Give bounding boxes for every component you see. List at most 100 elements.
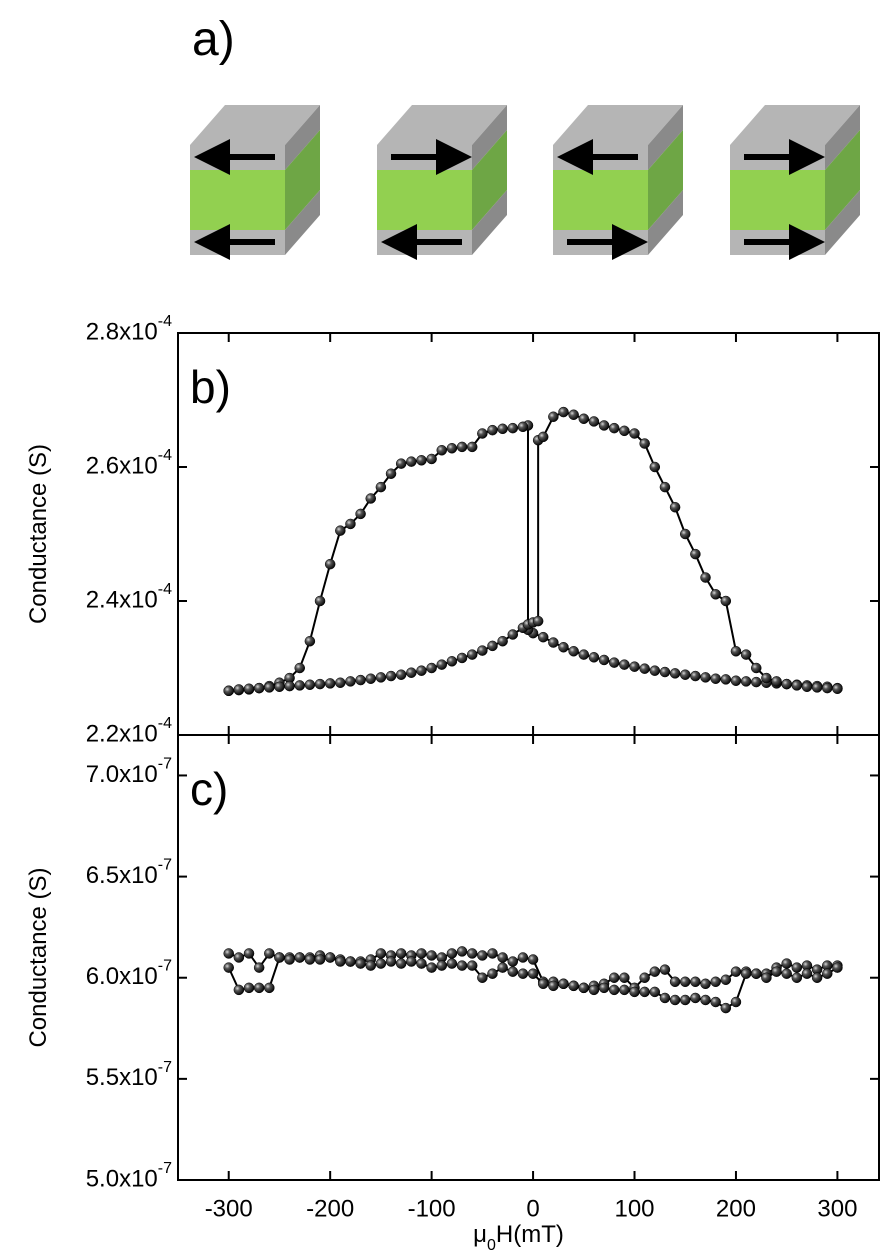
x-tick-label: -100 — [408, 1195, 456, 1222]
data-point — [446, 656, 458, 667]
data-point — [466, 649, 478, 660]
data-point — [608, 657, 620, 668]
data-point — [294, 680, 305, 691]
data-point — [801, 681, 813, 693]
data-point — [669, 668, 681, 679]
data-point — [517, 968, 529, 979]
data-point — [832, 962, 843, 973]
data-point — [679, 528, 691, 540]
data-point — [710, 673, 721, 684]
spin-valve-diagram — [190, 105, 860, 260]
data-point — [466, 441, 478, 453]
data-point — [385, 468, 397, 479]
data-point — [578, 413, 590, 425]
data-point — [477, 428, 488, 439]
data-point — [284, 680, 295, 692]
block-side — [472, 190, 507, 255]
data-point — [507, 422, 519, 434]
data-point — [700, 978, 711, 990]
data-point — [243, 948, 255, 959]
data-point — [740, 649, 752, 660]
data-point — [436, 445, 448, 456]
data-point — [568, 980, 579, 992]
data-point — [608, 984, 620, 996]
block-front — [377, 170, 472, 230]
data-point — [487, 424, 498, 436]
data-point — [750, 662, 762, 674]
data-point — [629, 428, 640, 439]
data-point — [690, 976, 701, 988]
data-point — [720, 674, 732, 685]
data-point — [395, 669, 407, 680]
data-point — [314, 678, 326, 690]
data-point — [456, 441, 468, 453]
data-point — [730, 996, 742, 1008]
data-point — [649, 966, 661, 977]
data-point — [233, 984, 245, 996]
block-side — [472, 130, 507, 230]
data-point — [385, 670, 397, 682]
data-point — [822, 682, 833, 694]
data-point — [324, 952, 336, 963]
data-point — [355, 508, 366, 520]
y-tick-label: 6.5x10-7 — [86, 857, 172, 889]
data-point — [771, 676, 782, 687]
data-point — [294, 952, 305, 963]
data-point — [629, 986, 640, 998]
data-point — [355, 958, 366, 969]
data-point — [619, 659, 630, 670]
block-side — [648, 105, 683, 170]
data-point — [466, 960, 478, 971]
data-point — [700, 994, 711, 1006]
data-point — [477, 972, 488, 983]
data-point — [649, 986, 661, 998]
data-point — [345, 956, 356, 967]
data-point — [345, 518, 356, 530]
data-point — [639, 663, 650, 674]
data-point — [527, 954, 539, 965]
data-point — [365, 673, 376, 684]
data-point — [740, 968, 752, 979]
y-tick-label: 7.0x10-7 — [86, 756, 172, 788]
data-point — [619, 425, 630, 437]
data-point — [750, 676, 762, 688]
data-point — [365, 960, 376, 971]
data-point — [274, 681, 285, 693]
data-point — [264, 982, 275, 994]
data-point — [598, 654, 610, 666]
data-point — [558, 641, 569, 653]
data-point — [690, 548, 701, 560]
y-tick-label: 6.0x10-7 — [86, 958, 172, 990]
block-side — [825, 130, 860, 230]
data-point — [497, 423, 508, 435]
block-front — [553, 170, 648, 230]
y-tick-label: 5.5x10-7 — [86, 1059, 172, 1091]
data-point — [832, 683, 843, 695]
data-point — [578, 649, 590, 660]
x-axis-label: μ0H(mT) — [473, 1221, 564, 1251]
data-point — [700, 672, 711, 683]
y-tick-label: 5.0x10-7 — [86, 1160, 172, 1192]
data-point — [375, 672, 387, 683]
panel-label: a) — [192, 13, 235, 66]
block-top — [377, 105, 507, 145]
data-point — [497, 962, 508, 973]
data-point — [730, 646, 742, 657]
data-point — [487, 948, 498, 959]
block-side — [285, 190, 320, 255]
panel-label: c) — [190, 763, 228, 815]
data-point — [649, 665, 661, 676]
data-point — [223, 685, 234, 697]
block-side — [825, 190, 860, 255]
data-point — [791, 972, 803, 983]
data-point — [314, 595, 326, 607]
data-point — [619, 984, 630, 996]
data-point — [690, 670, 701, 682]
block-side — [285, 105, 320, 170]
y-axis-label: Conductance (S) — [25, 867, 52, 1047]
data-point — [406, 456, 417, 467]
data-point — [740, 676, 752, 687]
data-point — [710, 996, 721, 1008]
